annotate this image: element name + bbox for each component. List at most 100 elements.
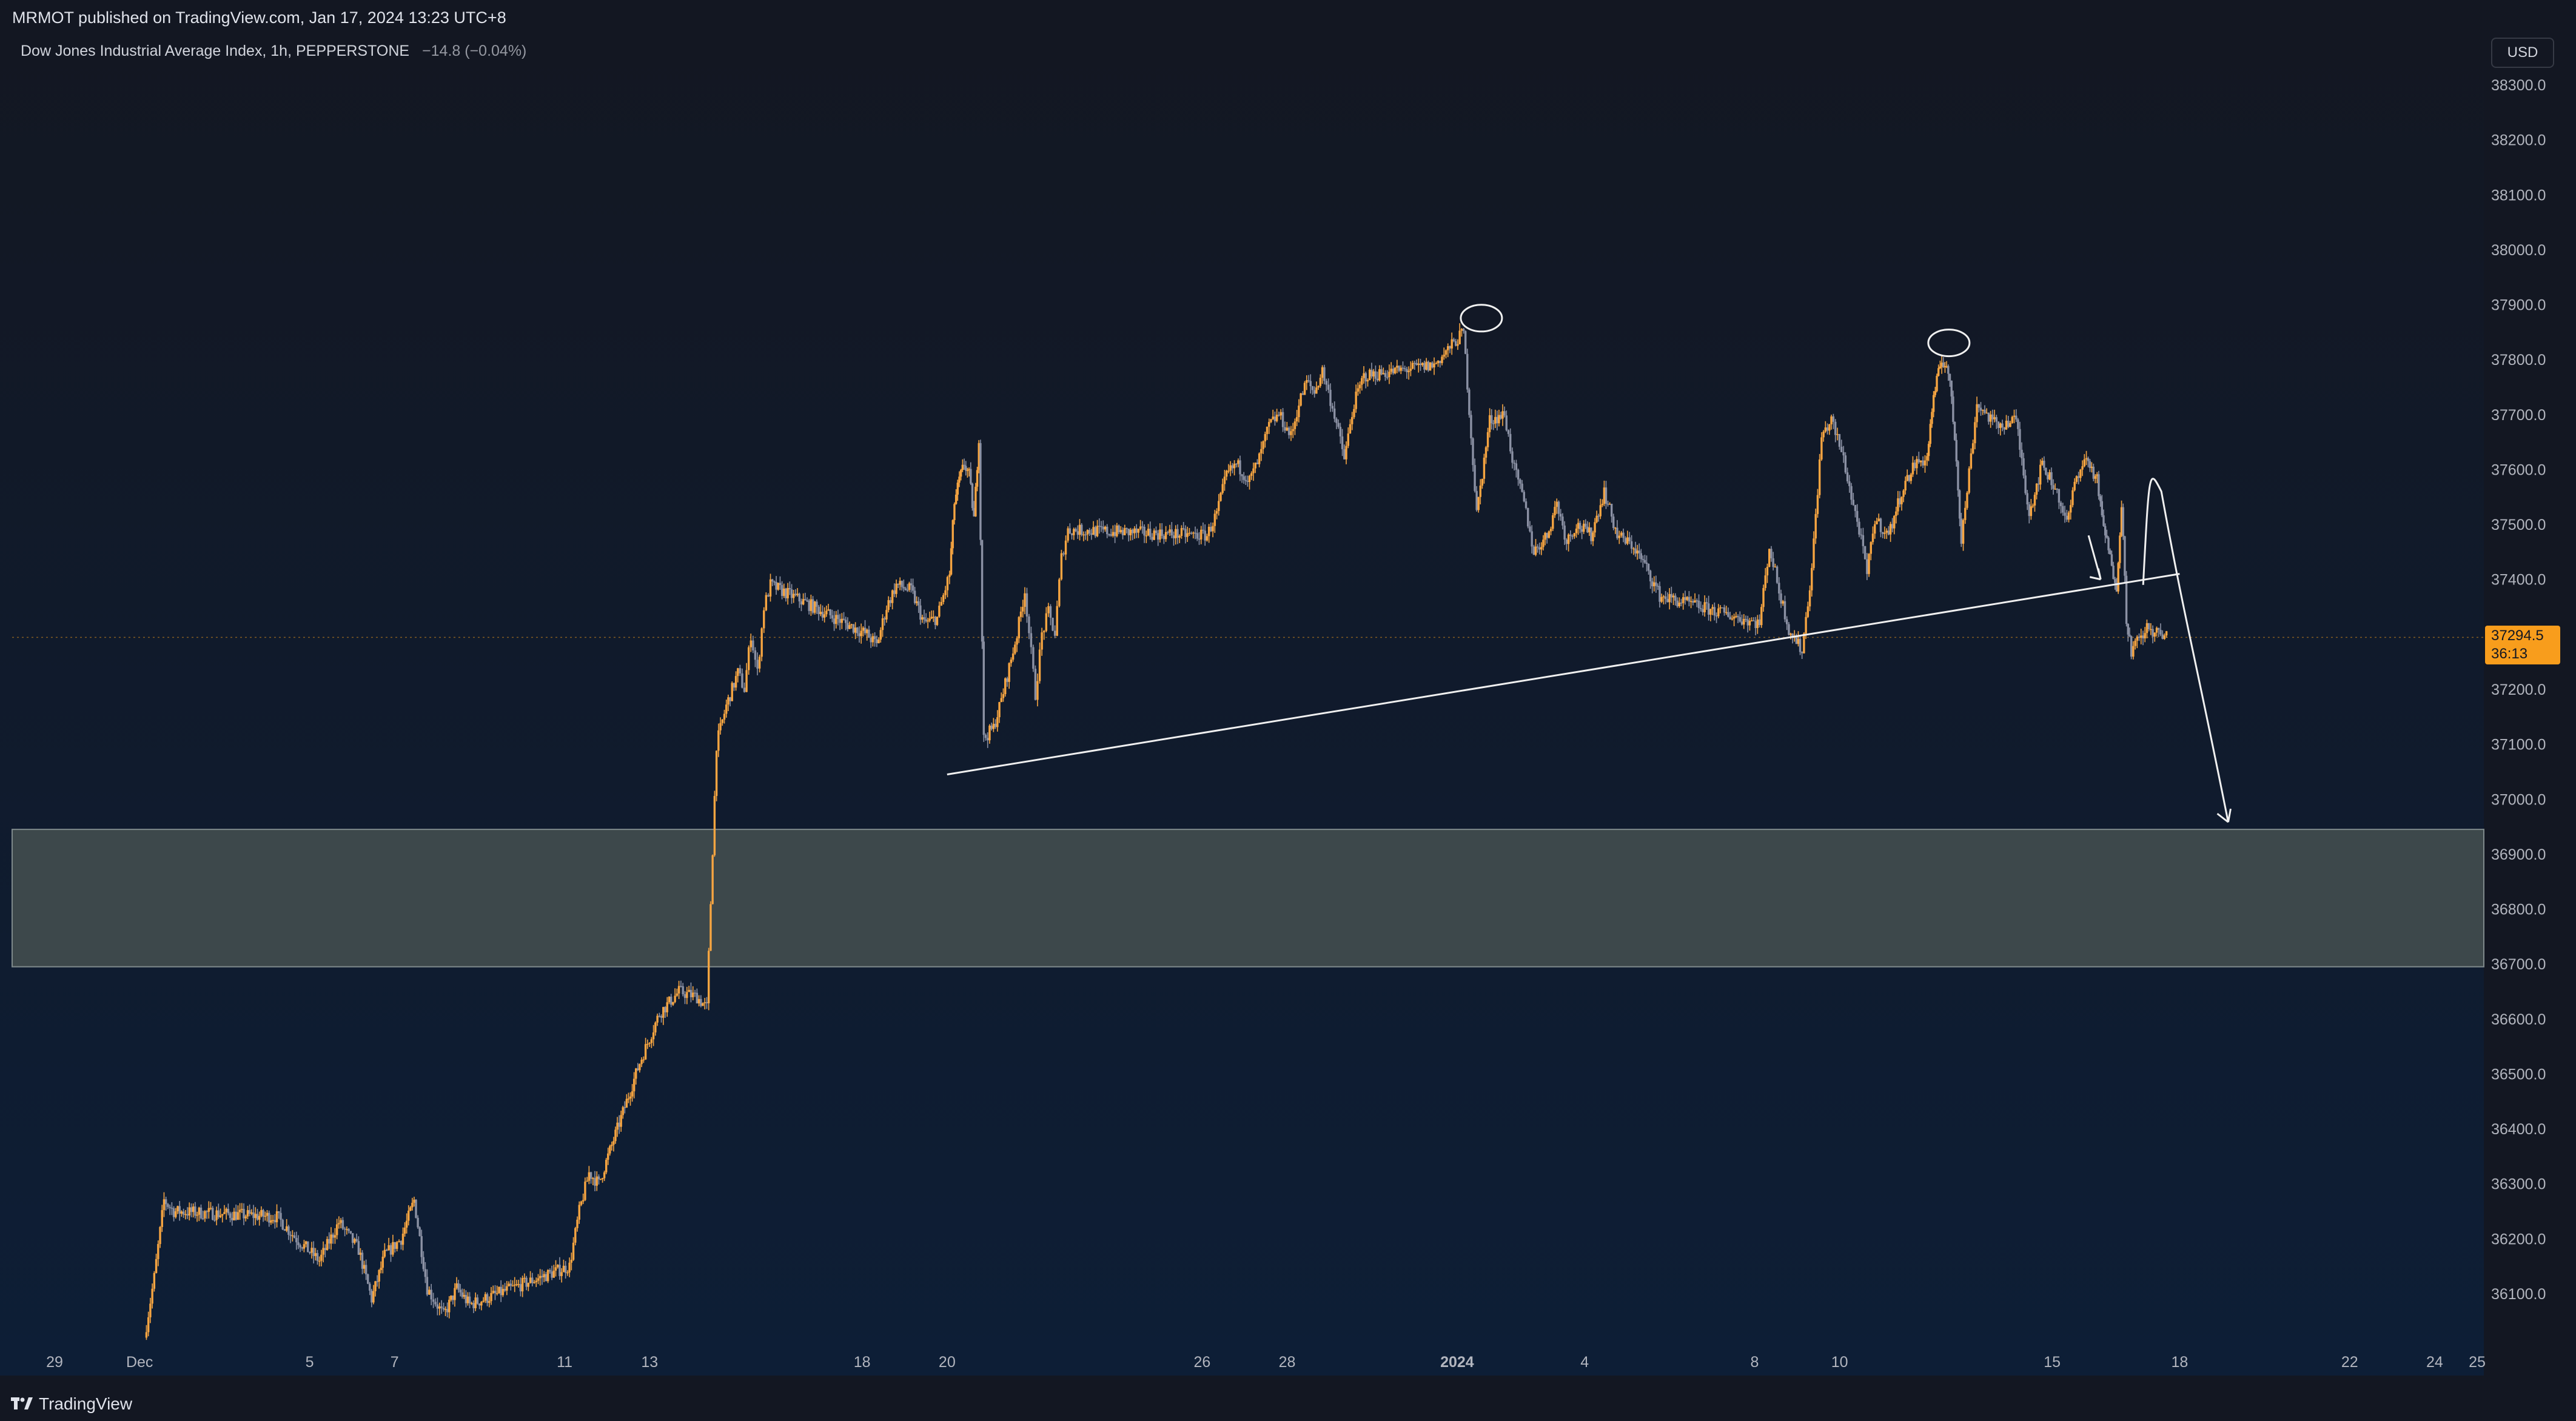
candle-body [1754,621,1757,628]
candle [1133,526,1136,539]
candle [1979,402,1982,416]
candle-body [1104,526,1107,530]
candle [1323,364,1326,385]
candle-body [1256,463,1259,464]
candle-body [932,617,935,618]
candle-body [501,1289,505,1296]
candle [925,613,927,623]
candle-body [285,1226,288,1231]
peak-circle[interactable] [1927,329,1971,358]
candle-body [1423,363,1426,370]
candle [2085,450,2088,466]
candle [380,1261,382,1274]
candle [793,589,795,603]
candle [1608,502,1611,505]
candle [1717,604,1720,618]
candle [817,604,820,621]
candle [779,576,782,590]
candle [1549,526,1552,535]
candle-body [1684,597,1686,600]
candle [1711,604,1714,615]
candle [747,645,750,675]
candle-body [990,725,993,729]
symbol-legend[interactable]: Dow Jones Industrial Average Index, 1h, … [21,42,526,60]
candle-body [1688,597,1691,602]
candle-body [1731,618,1734,620]
candle-body [788,587,791,590]
projection-curve[interactable] [2142,478,2229,823]
candle [662,1006,665,1025]
peak-circle[interactable] [1460,304,1503,333]
candle [1484,446,1488,464]
candle [1776,565,1779,584]
candle [1542,535,1545,550]
candle [474,1292,477,1311]
candle-body [1863,546,1867,560]
candle-body [303,1244,306,1249]
candle [578,1201,580,1224]
candle-body [1616,527,1618,538]
candle-body [1780,593,1782,604]
candle-body [1323,367,1326,381]
candle [614,1126,617,1144]
candle-body [514,1285,516,1286]
candle [381,1250,384,1274]
candle [1527,507,1529,529]
candle-body [2083,459,2086,467]
candle-body [1172,535,1175,538]
candle [1129,527,1132,541]
candle-body [629,1096,632,1099]
candle [794,589,797,597]
candle-body [201,1218,204,1220]
candle [938,601,941,618]
candle [917,597,920,614]
candle [996,710,999,732]
candle-body [1834,421,1837,435]
support-zone[interactable] [12,829,2484,968]
candle-body [2005,420,2008,430]
candle [1331,403,1334,412]
candle [200,1204,203,1220]
currency-button[interactable]: USD [2491,38,2554,68]
candle [2134,638,2136,650]
candle-body [1329,389,1332,406]
candle-body [417,1217,419,1228]
candle-body [703,1002,706,1003]
candle [484,1292,487,1303]
candle [1893,515,1896,535]
candle-body [881,618,884,630]
candle [1976,396,1978,428]
candle [545,1271,548,1282]
neckline-trendline[interactable] [947,573,2180,775]
candle [1347,427,1349,449]
candle-body [1363,373,1365,378]
small-arrow[interactable] [2087,535,2102,581]
candle [264,1211,267,1221]
candle-body [264,1215,267,1217]
candle [1952,390,1954,424]
candle-body [1498,415,1500,424]
candle [1477,497,1480,513]
candle-body [1540,547,1543,550]
candle-body [1484,447,1488,458]
candle-body [1164,532,1167,540]
candle-body [1155,530,1158,533]
candle-body [1674,595,1677,601]
x-tick-label: 28 [1279,1354,1296,1371]
candle-body [1407,370,1410,372]
tradingview-branding[interactable]: TradingView [11,1392,132,1416]
candle [2087,456,2090,467]
candle-body [1451,339,1453,349]
candle-body [860,630,862,637]
candle-body [1170,529,1173,536]
candle [1022,600,1024,618]
candle [1341,429,1344,456]
candle-body [1808,590,1811,607]
candle [639,1063,641,1073]
candle [1060,549,1063,581]
candle-body [1049,606,1052,618]
candle [145,1325,148,1340]
candle-body [1372,371,1375,377]
candle [517,1279,520,1288]
